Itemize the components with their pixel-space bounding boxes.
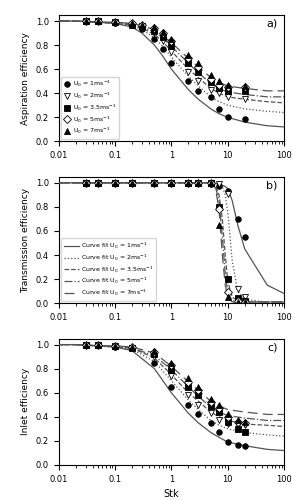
Text: b): b) <box>266 180 277 190</box>
Y-axis label: Aspiration efficiency: Aspiration efficiency <box>21 32 30 124</box>
Legend: U$_0$ = 1ms$^{-1}$, U$_0$ = 2ms$^{-1}$, U$_0$ = 3.5ms$^{-1}$, U$_0$ = 5ms$^{-1}$: U$_0$ = 1ms$^{-1}$, U$_0$ = 2ms$^{-1}$, … <box>61 76 119 139</box>
Text: a): a) <box>266 19 277 29</box>
Text: c): c) <box>267 342 277 352</box>
Y-axis label: Inlet efficiency: Inlet efficiency <box>21 368 30 436</box>
Legend: Curve fit U$_0$ = 1ms$^{-1}$, Curve fit U$_0$ = 2ms$^{-1}$, Curve fit U$_0$ = 3.: Curve fit U$_0$ = 1ms$^{-1}$, Curve fit … <box>61 238 156 300</box>
Y-axis label: Transmission efficiency: Transmission efficiency <box>21 188 30 292</box>
X-axis label: Stk: Stk <box>163 490 179 500</box>
